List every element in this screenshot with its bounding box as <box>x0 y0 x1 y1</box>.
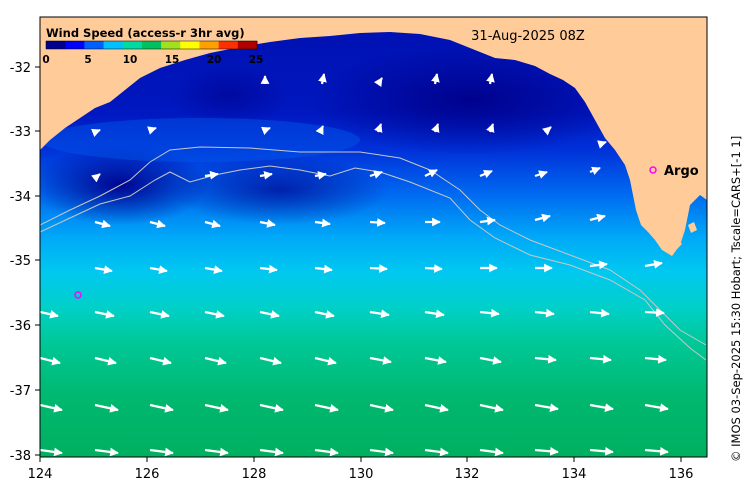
colorbar-legend: Wind Speed (access-r 3hr avg) 0 5 10 15 … <box>42 26 263 66</box>
low-wind-patch <box>170 65 290 125</box>
wind-arrows <box>40 73 669 457</box>
x-tick-label: 128 <box>242 467 267 482</box>
imos-credit: © IMOS 03-Sep-2025 15:30 Hobart; Tscale=… <box>729 136 743 462</box>
colorbar-swatch <box>141 41 162 49</box>
low-wind-patch <box>170 155 390 225</box>
x-tick-label: 132 <box>455 467 480 482</box>
colorbar-swatch <box>237 41 258 49</box>
legend-tick-label: 15 <box>165 54 180 66</box>
colorbar-swatch <box>122 41 143 49</box>
legend-tick-label: 0 <box>42 54 49 66</box>
colorbar-swatch <box>46 41 66 49</box>
colorbar-swatch <box>103 41 124 49</box>
legend-title: Wind Speed (access-r 3hr avg) <box>46 26 245 40</box>
y-tick-label: -36 <box>10 319 31 334</box>
colorbar-swatch <box>218 41 239 49</box>
y-tick-label: -34 <box>10 190 31 205</box>
y-tick-label: -32 <box>10 61 31 76</box>
colorbar-swatch <box>161 41 181 49</box>
colorbar <box>46 41 258 49</box>
x-tick-label: 134 <box>562 467 587 482</box>
bathymetry-contour <box>40 146 707 346</box>
x-tick-label: 130 <box>349 467 374 482</box>
map-date-title: 31-Aug-2025 08Z <box>471 29 585 44</box>
y-tick-label: -38 <box>10 449 31 464</box>
plot-frame <box>39 16 708 458</box>
legend-tick-label: 10 <box>123 54 138 66</box>
legend-tick-label: 20 <box>207 54 222 66</box>
legend-tick-label: 25 <box>249 54 264 66</box>
colorbar-swatch <box>65 41 85 49</box>
axis-ticks <box>35 66 682 462</box>
x-tick-label: 126 <box>135 467 160 482</box>
x-tick-label: 136 <box>669 467 694 482</box>
low-wind-patch <box>40 145 210 225</box>
coastal-strip <box>40 118 360 162</box>
colorbar-swatch <box>180 41 200 49</box>
argo-float-marker[interactable] <box>74 291 82 299</box>
y-tick-label: -37 <box>10 384 31 399</box>
colorbar-swatch <box>84 41 105 49</box>
colorbar-swatch <box>199 41 220 49</box>
argo-float-label: Argo <box>664 164 699 179</box>
argo-float-marker[interactable] <box>649 166 657 174</box>
y-tick-label: -35 <box>10 254 31 269</box>
legend-tick-label: 5 <box>84 54 91 66</box>
colorbar-frame <box>45 40 258 50</box>
bathymetry-contour <box>40 165 707 361</box>
x-tick-label: 124 <box>28 467 53 482</box>
y-tick-label: -33 <box>10 125 31 140</box>
land-islands <box>668 222 697 250</box>
